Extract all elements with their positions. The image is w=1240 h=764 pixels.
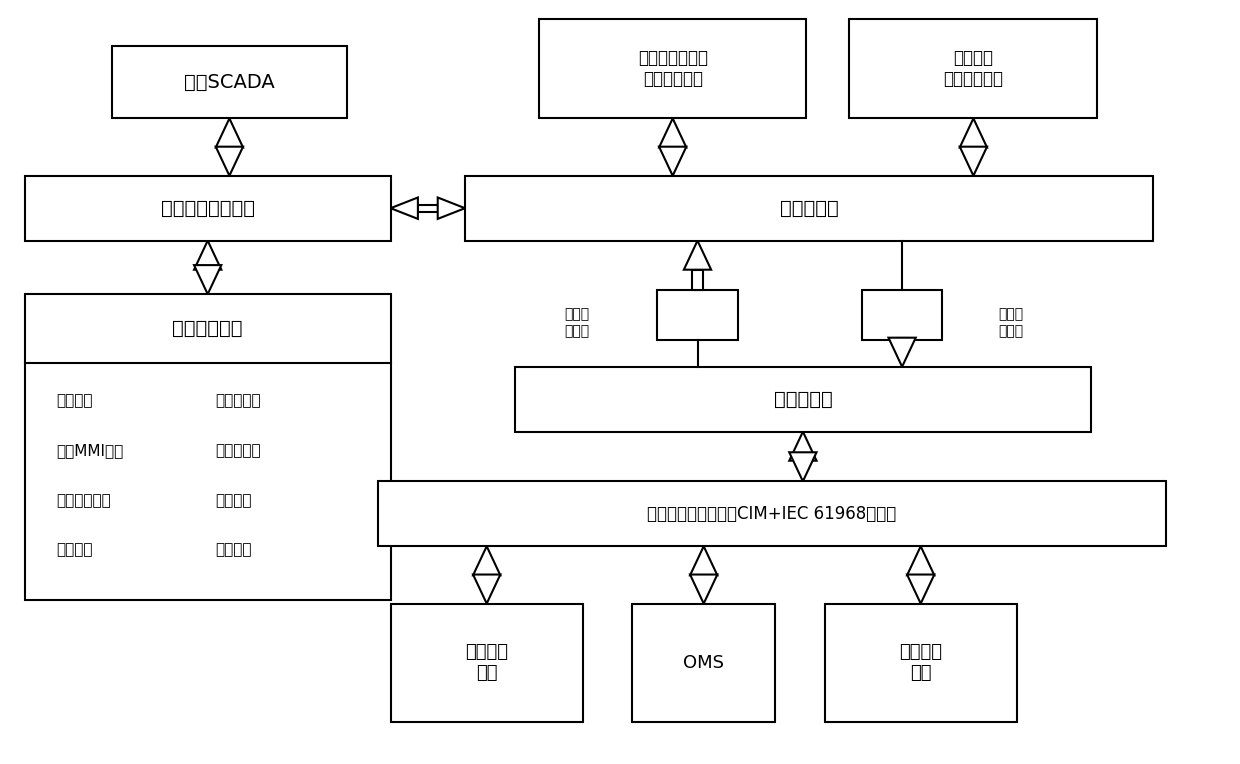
Polygon shape (193, 265, 221, 294)
Bar (515, 367, 1091, 432)
Bar (632, 604, 775, 722)
Polygon shape (789, 432, 816, 461)
Polygon shape (193, 241, 221, 270)
Text: 图模库服务: 图模库服务 (215, 393, 260, 409)
Polygon shape (660, 147, 687, 176)
Text: 反向物
理隔离: 反向物 理隔离 (564, 308, 589, 338)
Bar (862, 290, 942, 340)
Bar (657, 290, 738, 340)
Polygon shape (684, 241, 712, 270)
Text: 工作流服务: 工作流服务 (215, 443, 260, 458)
Bar (825, 604, 1017, 722)
Text: 资产管理
系统: 资产管理 系统 (899, 643, 942, 682)
Polygon shape (438, 197, 465, 219)
Polygon shape (689, 575, 717, 604)
Text: 公用MMI服务: 公用MMI服务 (56, 443, 123, 458)
Bar (112, 46, 347, 118)
Text: 基础支撑
服务: 基础支撑 服务 (465, 643, 508, 682)
Polygon shape (908, 575, 935, 604)
Polygon shape (888, 338, 915, 367)
Text: 正向物
理隔离: 正向物 理隔离 (998, 308, 1023, 338)
Bar (465, 176, 1153, 241)
Bar (378, 481, 1166, 546)
Text: 事件报警服务: 事件报警服务 (56, 493, 110, 508)
Text: 日志服务: 日志服务 (56, 542, 92, 558)
Bar (418, 205, 438, 212)
Polygon shape (660, 118, 687, 147)
Text: 准实时总线: 准实时总线 (780, 199, 838, 218)
Bar (849, 19, 1097, 118)
Text: 安全服务: 安全服务 (215, 542, 252, 558)
Polygon shape (789, 452, 816, 481)
Bar (692, 270, 703, 290)
Bar (797, 452, 808, 461)
Text: 输电线路
故障测距系统: 输电线路 故障测距系统 (944, 50, 1003, 88)
Bar (539, 19, 806, 118)
Text: 目录服务: 目录服务 (56, 393, 92, 409)
Bar (391, 604, 583, 722)
Text: 准实时总线: 准实时总线 (774, 390, 832, 409)
Bar (202, 265, 213, 270)
Text: 集控SCADA: 集控SCADA (184, 73, 275, 92)
Text: 安全服务: 安全服务 (215, 493, 252, 508)
Polygon shape (908, 546, 935, 575)
Polygon shape (960, 118, 987, 147)
Polygon shape (474, 575, 501, 604)
Polygon shape (689, 546, 717, 575)
Polygon shape (391, 197, 418, 219)
Bar (25, 294, 391, 600)
Text: 继电保护及故障
信息管理系统: 继电保护及故障 信息管理系统 (637, 50, 708, 88)
Text: 基础支撑服务: 基础支撑服务 (172, 319, 243, 338)
Text: 集控业务服务总线（CIM+IEC 61968）消息: 集控业务服务总线（CIM+IEC 61968）消息 (647, 505, 897, 523)
Text: 实时运行支持总线: 实时运行支持总线 (161, 199, 254, 218)
Polygon shape (216, 147, 243, 176)
Bar (25, 176, 391, 241)
Bar (897, 338, 908, 340)
Text: OMS: OMS (683, 654, 724, 672)
Polygon shape (474, 546, 501, 575)
Polygon shape (960, 147, 987, 176)
Polygon shape (216, 118, 243, 147)
